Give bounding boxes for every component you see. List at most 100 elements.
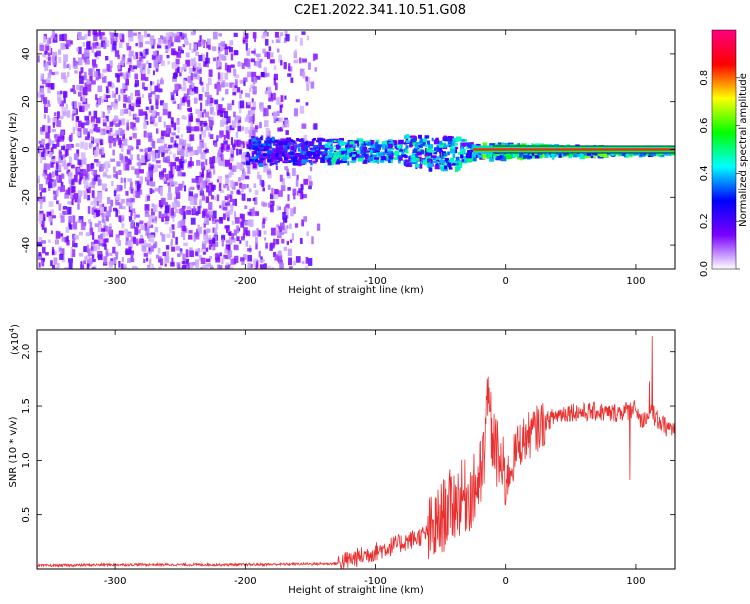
heatmap-cell [182, 79, 186, 85]
heatmap-cell [45, 163, 51, 170]
heatmap-cell [91, 80, 96, 85]
heatmap-cell [149, 174, 153, 182]
heatmap-cell [292, 188, 297, 196]
heatmap-cell [226, 185, 230, 191]
heatmap-cell [178, 84, 182, 90]
heatmap-cell [309, 166, 313, 172]
heatmap-cell [286, 168, 289, 174]
heatmap-cell [84, 115, 90, 121]
heatmap-cell [136, 154, 140, 161]
heatmap-cell [223, 213, 226, 220]
heatmap-cell [295, 256, 301, 263]
heatmap-cell [45, 77, 51, 84]
heatmap-cell [62, 206, 68, 210]
heatmap-cell [156, 79, 160, 88]
heatmap-cell [223, 206, 228, 211]
heatmap-cell [165, 245, 170, 250]
heatmap-cell [46, 211, 52, 217]
heatmap-cell [283, 62, 287, 70]
heatmap-cell [162, 109, 168, 116]
heatmap-cell [231, 120, 237, 128]
heatmap-cell [174, 140, 177, 147]
heatmap-cell [252, 207, 255, 214]
heatmap-cell [187, 75, 193, 83]
heatmap-cell [87, 219, 92, 224]
heatmap-cell [226, 65, 232, 73]
heatmap-cell [161, 146, 164, 155]
heatmap-cell [115, 252, 118, 260]
heatmap-cell [213, 31, 218, 40]
colorbar-ticks: 0.00.20.40.60.8 [699, 70, 740, 277]
heatmap-cell [415, 160, 418, 166]
heatmap-cell [206, 126, 209, 131]
heatmap-cell [100, 211, 104, 216]
heatmap-cell [252, 197, 256, 202]
heatmap-cell [657, 151, 661, 157]
heatmap-cell [93, 212, 97, 219]
heatmap-cell [420, 142, 426, 147]
heatmap-cell [116, 210, 121, 214]
heatmap-cell [239, 240, 242, 244]
heatmap-cell [347, 152, 350, 156]
heatmap-cell [170, 262, 175, 267]
heatmap-cell [369, 150, 373, 155]
heatmap-cell [189, 151, 194, 156]
heatmap-cell [267, 86, 272, 93]
heatmap-cell [444, 157, 449, 162]
heatmap-cell [199, 35, 202, 42]
heatmap-cell [286, 146, 290, 150]
heatmap-cell [230, 150, 234, 158]
heatmap-cell [159, 100, 164, 106]
heatmap-cell [235, 181, 239, 186]
heatmap-cell [93, 174, 98, 182]
heatmap-cell [120, 177, 123, 184]
heatmap-cell [132, 237, 137, 244]
heatmap-cell [327, 155, 333, 158]
heatmap-cell [283, 155, 288, 161]
heatmap-cell [312, 144, 318, 148]
heatmap-cell [68, 179, 71, 184]
heatmap-cell [418, 146, 423, 149]
heatmap-cell [224, 73, 228, 80]
heatmap-cell [278, 157, 283, 162]
heatmap-cell [101, 183, 107, 191]
heatmap-cell [58, 56, 62, 63]
heatmap-cell [283, 246, 288, 251]
heatmap-cell [95, 102, 99, 108]
heatmap-cell [150, 105, 154, 113]
heatmap-cell [97, 98, 101, 106]
heatmap-cell [212, 156, 216, 164]
heatmap-cell [579, 154, 586, 160]
heatmap-cell [259, 159, 264, 164]
heatmap-cell [50, 230, 54, 234]
heatmap-cell [52, 190, 56, 195]
heatmap-cell [351, 156, 357, 160]
heatmap-cell [137, 184, 140, 192]
heatmap-cell [148, 95, 151, 101]
heatmap-cell [200, 181, 206, 189]
heatmap-cell [237, 125, 242, 132]
heatmap-cell [201, 142, 205, 149]
heatmap-cell [170, 117, 174, 124]
heatmap-cell [135, 214, 140, 218]
heatmap-cell [325, 143, 330, 149]
heatmap-cell [208, 132, 211, 137]
heatmap-cell [55, 170, 59, 176]
heatmap-cell [176, 144, 181, 151]
heatmap-cell [210, 97, 214, 104]
heatmap-cell [66, 144, 71, 149]
heatmap-cell [50, 147, 54, 154]
heatmap-cell [382, 144, 386, 150]
heatmap-cell [125, 230, 128, 238]
heatmap-cell [201, 161, 205, 167]
heatmap-cell [188, 191, 194, 197]
x-tick-label: -300 [104, 276, 127, 287]
heatmap-cell [44, 63, 49, 71]
heatmap-cell [433, 152, 438, 155]
heatmap-cell [245, 240, 249, 247]
heatmap-cell [398, 146, 401, 150]
heatmap-cell [190, 72, 194, 81]
heatmap-cell [367, 148, 370, 152]
heatmap-cell [103, 118, 107, 123]
